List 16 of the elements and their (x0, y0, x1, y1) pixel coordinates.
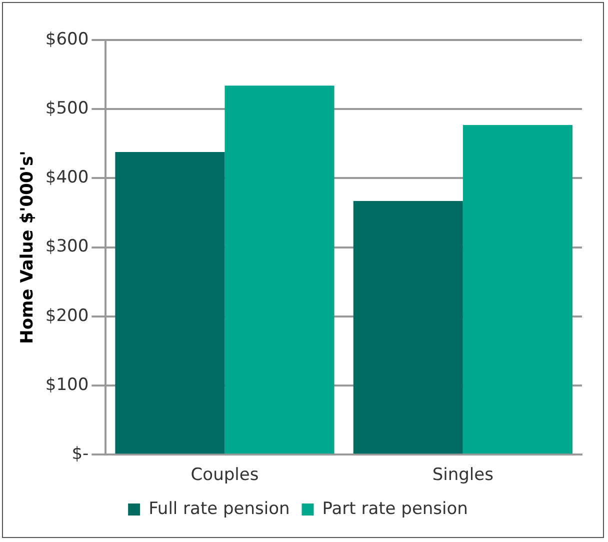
legend-label: Full rate pension (148, 498, 290, 519)
y-tick-label: $500 (45, 98, 89, 119)
y-tick-label: $100 (45, 374, 89, 395)
y-tick-label: $200 (45, 306, 89, 326)
bar (115, 152, 225, 454)
x-tick-label: Couples (190, 465, 259, 486)
bar (462, 124, 572, 454)
bar (353, 201, 463, 454)
bar (224, 86, 334, 454)
y-axis-title: Home Value $'000's' (18, 150, 38, 344)
y-tick-label: $400 (45, 168, 89, 188)
legend-label: Part rate pension (322, 498, 468, 519)
y-tick-label: $- (72, 444, 89, 464)
y-tick-label: $600 (45, 29, 89, 50)
y-tick-label: $300 (45, 236, 89, 257)
x-tick-label: Singles (432, 465, 494, 486)
